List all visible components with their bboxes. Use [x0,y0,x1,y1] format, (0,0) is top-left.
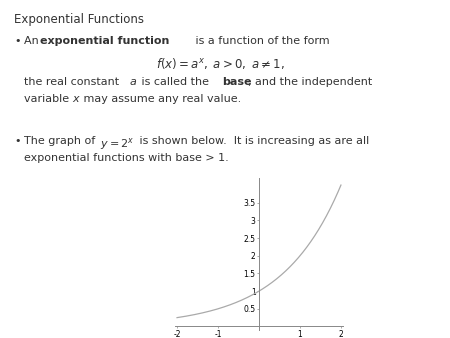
Text: Exponential Functions: Exponential Functions [14,13,144,26]
Text: is shown below.  It is increasing as are all: is shown below. It is increasing as are … [136,136,369,146]
Text: The graph of: The graph of [24,136,99,146]
Text: An: An [24,36,42,46]
Text: •: • [14,36,21,46]
Text: a: a [130,77,137,87]
Text: exponential functions with base > 1.: exponential functions with base > 1. [24,153,229,163]
Text: is a function of the form: is a function of the form [192,36,329,46]
Text: $f(x) = a^x,\; a>0,\; a \neq 1,$: $f(x) = a^x,\; a>0,\; a \neq 1,$ [156,56,284,71]
Text: base: base [222,77,252,87]
Text: , and the independent: , and the independent [248,77,372,87]
Text: may assume any real value.: may assume any real value. [80,94,241,104]
Text: x: x [72,94,79,104]
Text: is called the: is called the [138,77,212,87]
Text: variable: variable [24,94,72,104]
Text: exponential function: exponential function [40,36,169,46]
Text: •: • [14,136,21,146]
Text: $y = 2^x$: $y = 2^x$ [100,136,135,152]
Text: the real constant: the real constant [24,77,122,87]
